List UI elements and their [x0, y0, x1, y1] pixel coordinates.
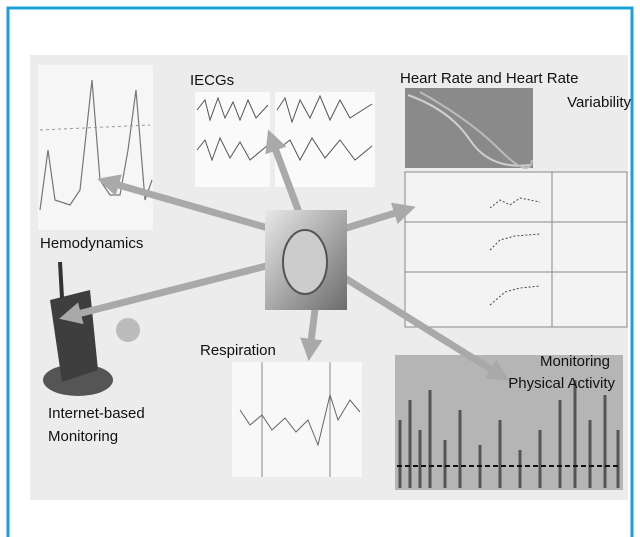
node-label: Heart Rate and Heart Rate: [400, 70, 578, 87]
pacemaker-image: [265, 210, 347, 310]
frame: [6, 6, 634, 537]
node-label: Internet-based: [48, 405, 145, 422]
node-label: Respiration: [200, 342, 276, 359]
node-label: Variability: [567, 94, 631, 111]
hemodynamics-image: [38, 65, 153, 230]
node-label: Monitoring: [540, 353, 610, 370]
trend-plots: [404, 171, 628, 328]
respiration-image: [232, 362, 362, 477]
arrows: [59, 129, 510, 381]
node-label: IECGs: [190, 72, 234, 89]
node-label: Physical Activity: [508, 375, 615, 392]
node-label: Monitoring: [48, 428, 118, 445]
iecg-image: [195, 92, 375, 187]
hrv-image: [405, 88, 533, 169]
node-label: Hemodynamics: [40, 235, 143, 252]
